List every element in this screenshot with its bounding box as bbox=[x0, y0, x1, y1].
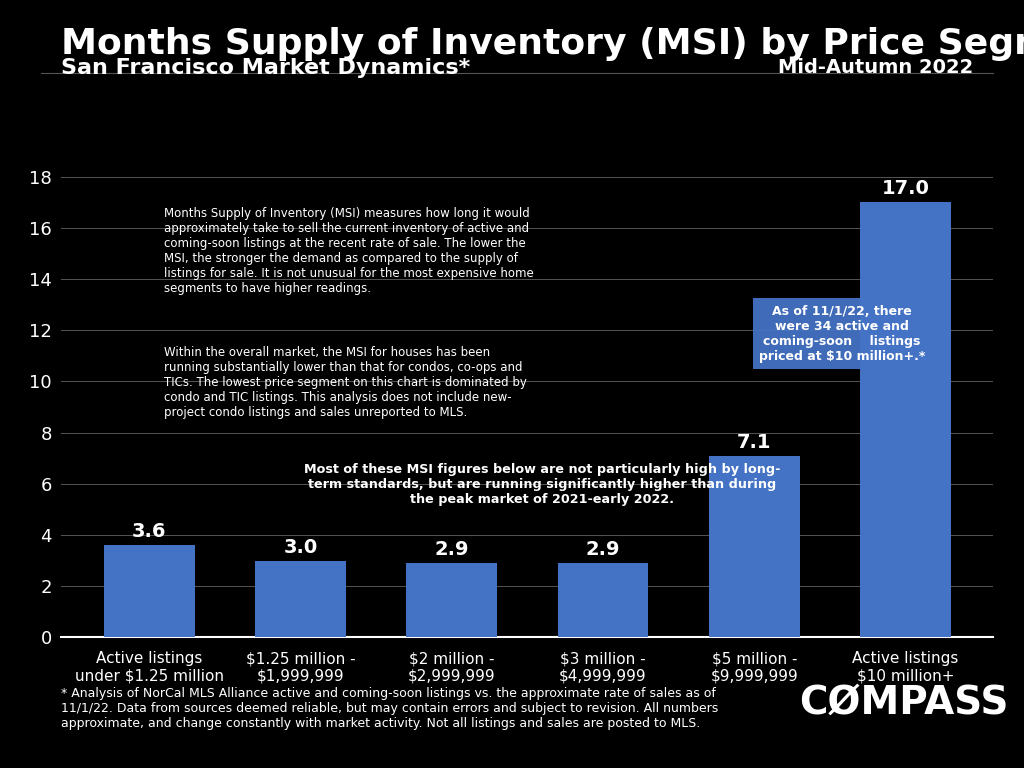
Text: 3.0: 3.0 bbox=[284, 538, 317, 557]
Text: Months Supply of Inventory (MSI) measures how long it would
approximately take t: Months Supply of Inventory (MSI) measure… bbox=[164, 207, 534, 296]
Text: 2.9: 2.9 bbox=[434, 541, 469, 559]
Text: CØMPASS: CØMPASS bbox=[799, 684, 1009, 722]
Bar bbox=[103, 545, 195, 637]
Bar bbox=[860, 202, 951, 637]
Text: Within the overall market, the MSI for houses has been
running substantially low: Within the overall market, the MSI for h… bbox=[164, 346, 526, 419]
Text: Mid-Autumn 2022: Mid-Autumn 2022 bbox=[777, 58, 973, 77]
Text: * Analysis of NorCal MLS Alliance active and coming-soon listings vs. the approx: * Analysis of NorCal MLS Alliance active… bbox=[61, 687, 719, 730]
Text: 17.0: 17.0 bbox=[882, 180, 930, 198]
Text: 7.1: 7.1 bbox=[737, 433, 771, 452]
Text: Most of these MSI figures below are not particularly high by long-
term standard: Most of these MSI figures below are not … bbox=[304, 463, 780, 506]
Text: Months Supply of Inventory (MSI) by Price Segment: Months Supply of Inventory (MSI) by Pric… bbox=[61, 27, 1024, 61]
Text: 2.9: 2.9 bbox=[586, 541, 621, 559]
Bar bbox=[558, 563, 648, 637]
Bar bbox=[709, 455, 800, 637]
Bar bbox=[255, 561, 346, 637]
Text: 3.6: 3.6 bbox=[132, 522, 167, 541]
Bar bbox=[407, 563, 497, 637]
Text: As of 11/1/22, there
were 34 active and
coming-soon    listings
priced at $10 mi: As of 11/1/22, there were 34 active and … bbox=[759, 305, 926, 362]
Text: San Francisco Market Dynamics*: San Francisco Market Dynamics* bbox=[61, 58, 471, 78]
